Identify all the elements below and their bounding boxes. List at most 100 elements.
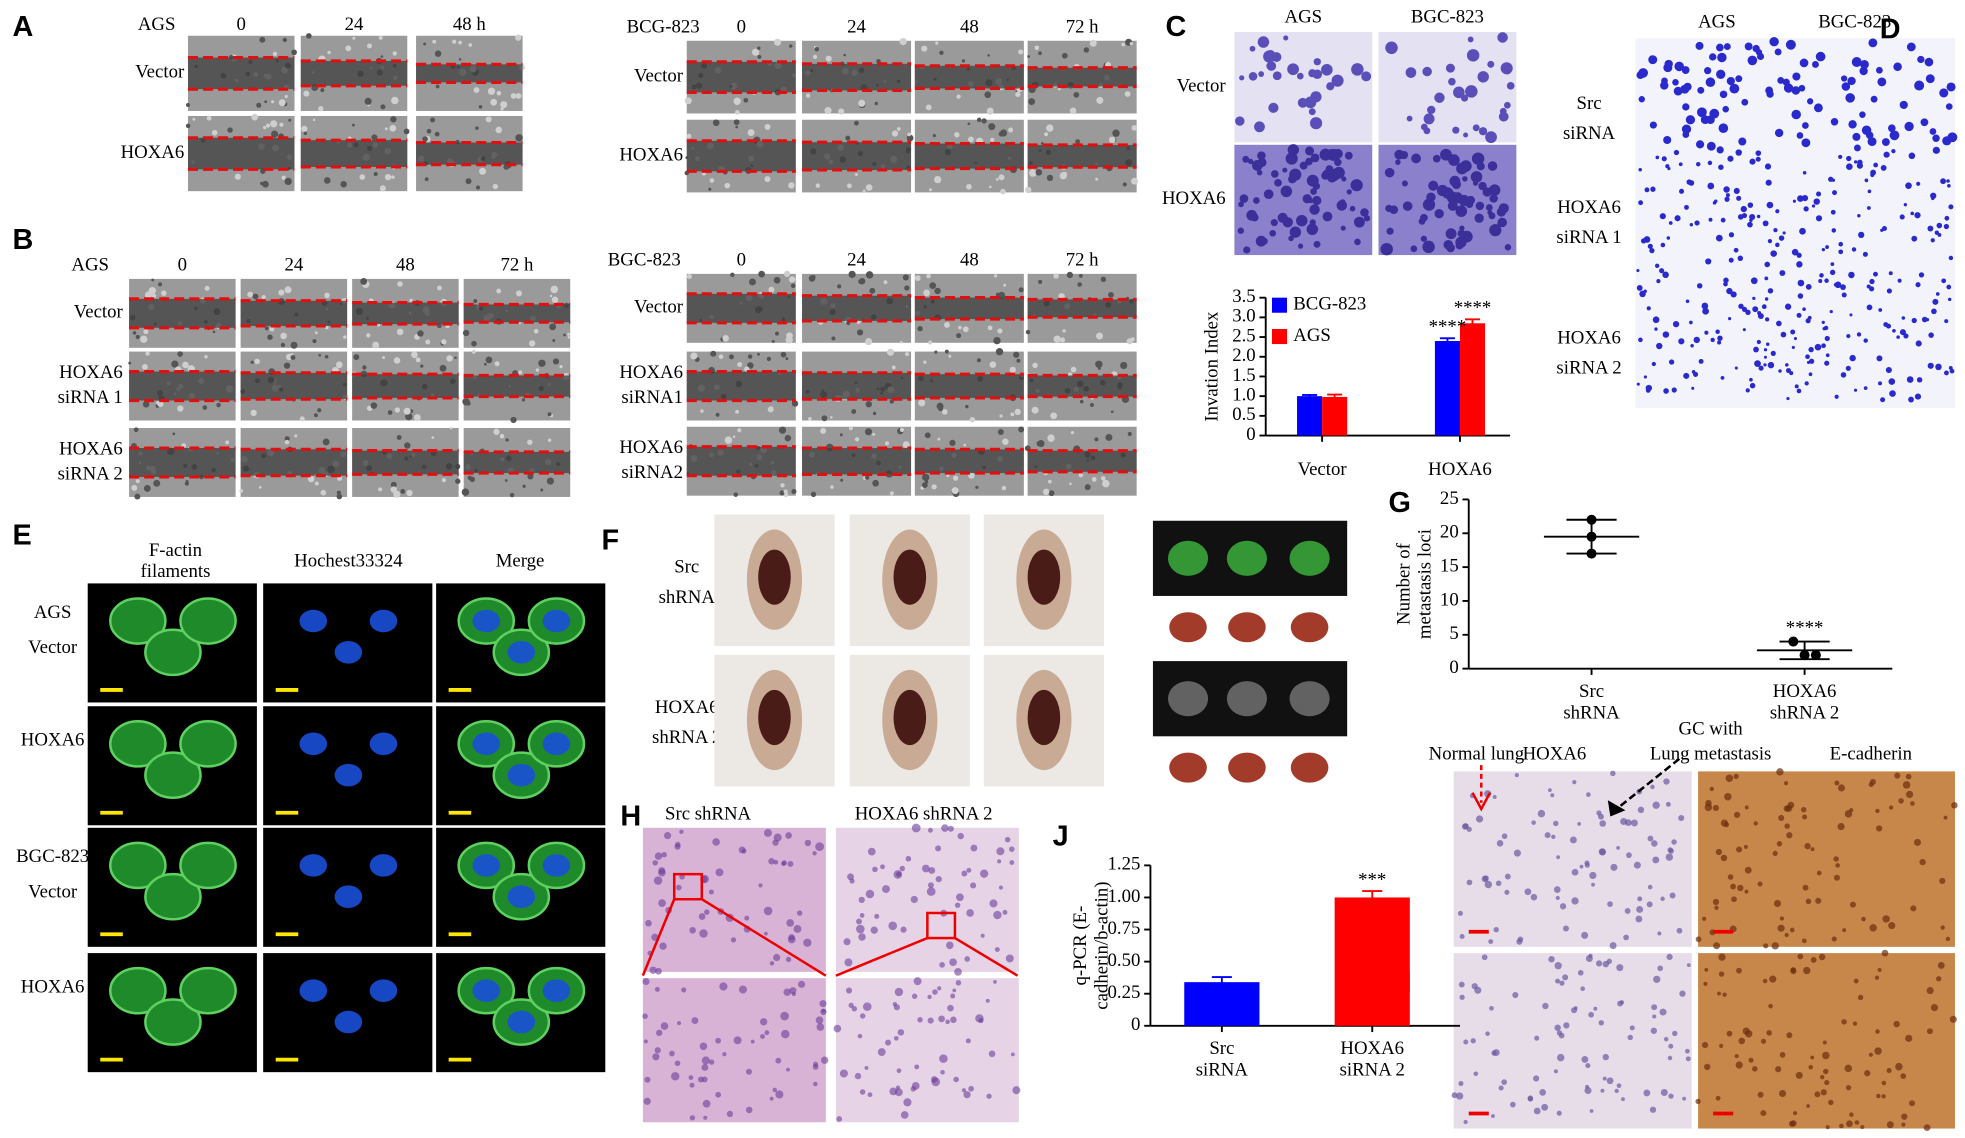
nucleus — [1659, 1008, 1667, 1016]
texture — [857, 329, 864, 336]
nucleus — [940, 1069, 945, 1075]
cell — [1741, 306, 1748, 312]
scratch — [300, 60, 408, 86]
cell — [1783, 83, 1794, 93]
cell — [1235, 116, 1245, 126]
cell — [1714, 199, 1718, 203]
texture — [843, 53, 846, 57]
nucleus — [1492, 794, 1497, 799]
organs — [1027, 689, 1061, 746]
cell — [1891, 148, 1896, 154]
cell — [1947, 184, 1951, 188]
cell — [1881, 138, 1890, 147]
cell — [1737, 255, 1744, 261]
nucleus — [1585, 1084, 1590, 1089]
texture — [1096, 96, 1104, 104]
nucleus — [701, 1063, 709, 1071]
cell — [1442, 187, 1454, 199]
texture — [446, 355, 453, 362]
cell — [1794, 384, 1799, 389]
texture — [327, 50, 331, 55]
nucleus — [1733, 811, 1741, 819]
cell — [1802, 307, 1806, 311]
cell — [1724, 196, 1730, 202]
cell — [1838, 241, 1844, 247]
nucleus — [1743, 844, 1748, 850]
cell — [1944, 215, 1950, 221]
texture — [320, 88, 325, 93]
texture — [812, 54, 818, 60]
cell — [1668, 221, 1673, 225]
nucleus — [699, 929, 708, 938]
nucleus — [1559, 903, 1567, 910]
cell — [1873, 162, 1879, 168]
actin — [179, 720, 237, 768]
cell — [1821, 320, 1825, 324]
texture — [547, 438, 552, 443]
nucleus — [1652, 801, 1660, 809]
cell — [1930, 238, 1935, 243]
label: siRNA — [1563, 123, 1616, 144]
cell — [1277, 212, 1288, 223]
texture — [963, 443, 967, 447]
texture — [1002, 438, 1009, 445]
cell — [1797, 293, 1804, 299]
texture — [715, 412, 720, 417]
nucleus — [1493, 926, 1499, 933]
cell — [1671, 387, 1677, 393]
texture — [865, 401, 872, 408]
texture — [838, 108, 845, 115]
lung-signal — [1226, 681, 1267, 717]
cell — [1297, 243, 1304, 249]
cell — [1764, 297, 1769, 301]
texture — [1059, 337, 1066, 343]
nucleus — [966, 867, 972, 873]
nucleus — [1926, 1028, 1933, 1035]
nucleus — [507, 1010, 536, 1034]
cell — [1289, 226, 1302, 238]
nucleus — [1943, 815, 1948, 820]
cell — [1717, 340, 1722, 345]
texture — [547, 412, 552, 417]
texture — [839, 433, 843, 437]
nucleus — [1719, 1043, 1724, 1048]
nucleus — [1720, 854, 1728, 862]
texture — [1097, 367, 1101, 370]
nucleus — [334, 1010, 363, 1034]
nucleus — [859, 913, 865, 918]
label: HOXA6 shRNA 2 — [855, 804, 993, 825]
texture — [352, 123, 355, 127]
cell — [1636, 71, 1645, 79]
cell — [1704, 330, 1709, 335]
texture — [185, 123, 191, 129]
label: HOXA6 — [21, 977, 85, 998]
cell — [1661, 77, 1668, 85]
nucleus — [1602, 960, 1610, 968]
texture — [986, 107, 994, 115]
cell — [1840, 372, 1847, 378]
nucleus — [1550, 793, 1555, 798]
label: siRNA2 — [621, 462, 683, 483]
nucleus — [1869, 924, 1877, 932]
cell — [1775, 242, 1780, 248]
scratch — [686, 61, 796, 93]
nucleus — [1588, 953, 1593, 958]
nucleus — [1573, 1006, 1578, 1010]
nucleus — [1660, 1089, 1668, 1097]
nucleus — [781, 1029, 790, 1039]
nucleus — [1724, 793, 1732, 801]
cell — [1848, 271, 1855, 279]
cell — [1360, 208, 1369, 217]
texture — [370, 402, 378, 409]
texture — [773, 276, 781, 284]
nucleus — [815, 1016, 824, 1025]
texture — [533, 328, 539, 334]
nucleus — [961, 870, 968, 877]
nucleus — [1810, 957, 1817, 963]
scratch — [686, 446, 796, 476]
nucleus — [1599, 848, 1606, 856]
cell — [1660, 242, 1666, 248]
nucleus — [1512, 992, 1519, 999]
panel-letter: G — [1389, 487, 1411, 519]
cell — [1257, 36, 1270, 48]
